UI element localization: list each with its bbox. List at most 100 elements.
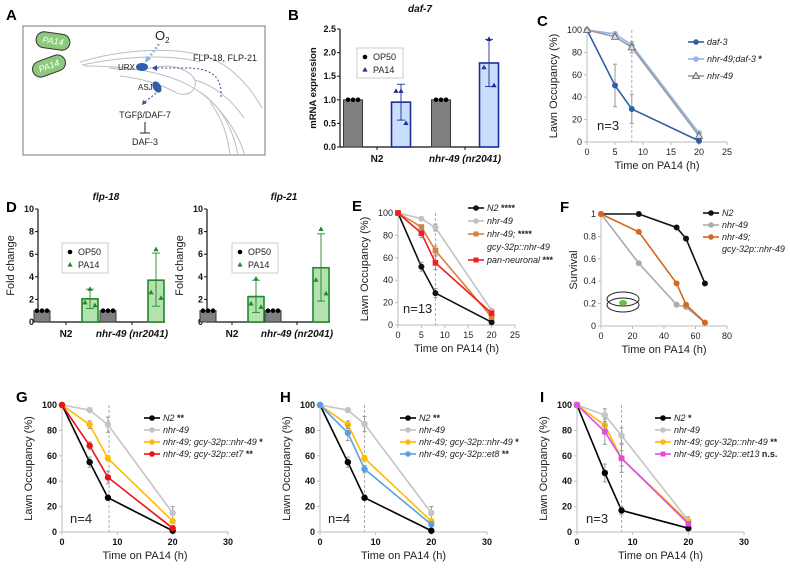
legend-label: nhr-49; gcy-32p::et7 **	[163, 449, 253, 459]
x-axis-label: Time on PA14 (h)	[615, 160, 700, 172]
legend-marker	[237, 262, 243, 267]
y-tick-label: 60	[305, 451, 315, 461]
bacterial-lawn-icon	[619, 300, 627, 306]
oxygen-arrowhead	[145, 56, 151, 63]
legend-label: nhr-49; ****	[487, 229, 532, 239]
data-point	[433, 97, 439, 103]
urx-neuron	[136, 63, 148, 71]
y-tick-label: 80	[383, 230, 393, 240]
data-point	[395, 210, 401, 216]
y-tick-label: 0	[577, 137, 582, 147]
legend-marker	[708, 210, 714, 216]
bar	[431, 99, 451, 148]
panel-label-e: E	[352, 198, 362, 215]
chart-i: 0 20 40 60 80 100 0 10 20 30 Time on PA14 (h) Lawn …	[538, 400, 778, 562]
y-axis-label: Lawn Occupancy (%)	[538, 416, 550, 521]
legend-label: nhr-49	[163, 425, 189, 435]
y-tick-label: 80	[562, 425, 572, 435]
y-tick-label: 2	[29, 294, 34, 304]
x-tick-label: 30	[739, 537, 749, 547]
x-tick-label: 20	[168, 537, 178, 547]
oxygen-arrow	[146, 43, 161, 60]
data-point	[612, 82, 618, 89]
data-point	[428, 527, 435, 534]
y-tick-label: 40	[562, 476, 572, 486]
y-tick-label: 60	[562, 451, 572, 461]
x-axis-label: Time on PA14 (h)	[414, 343, 499, 355]
n-annotation: n=13	[403, 301, 432, 316]
legend-label: N2 **	[163, 413, 185, 423]
y-axis-label: Fold change	[174, 235, 186, 296]
x-tick-label: 80	[722, 331, 732, 341]
x-tick-label: 5	[419, 330, 424, 340]
x-tick-label: 10	[638, 147, 648, 157]
series-line	[576, 404, 689, 522]
data-point	[200, 308, 206, 314]
data-point	[86, 421, 93, 428]
data-point	[418, 230, 425, 236]
data-point	[39, 308, 45, 314]
legend-marker	[660, 439, 666, 445]
legend-label: nhr-49;daf-3 *	[707, 54, 762, 64]
y-tick-label: 0	[388, 320, 393, 330]
y-tick-label: 100	[300, 400, 315, 410]
legend-label: nhr-49	[674, 425, 700, 435]
legend-label: OP50	[248, 247, 271, 257]
y-tick-label: 80	[572, 47, 582, 57]
data-point	[701, 319, 708, 326]
y-tick-label: 20	[562, 502, 572, 512]
x-tick-label: N2	[371, 154, 384, 165]
panel-label-a: A	[6, 7, 17, 24]
data-point	[344, 421, 352, 428]
y-tick-label: 100	[557, 400, 572, 410]
series-line	[397, 212, 493, 314]
data-point	[158, 295, 164, 300]
data-point	[602, 428, 608, 435]
legend-marker	[405, 439, 411, 445]
y-tick-label: 10	[193, 204, 203, 214]
y-tick-label: 40	[305, 476, 315, 486]
chart-e: 0 20 40 60 80 100 0 5 10 15 20 25 Time on PA14 (h) La…	[359, 203, 554, 355]
x-tick-label: nhr-49 (nr2041)	[96, 329, 169, 340]
x-tick-label: 0	[59, 537, 64, 547]
bacterium-pa14-1: PA14	[35, 31, 71, 51]
daf-3-label: DAF-3	[132, 137, 158, 147]
series-line	[319, 404, 432, 522]
data-point	[635, 260, 642, 267]
legend-label: pan-neuronal ***	[486, 255, 554, 265]
neuropeptide-arrowhead	[152, 65, 157, 71]
legend-label: nhr-49; gcy-32p::nhr-49 *	[163, 437, 263, 447]
chart-title: flp-18	[93, 192, 120, 203]
y-tick-label: 40	[383, 275, 393, 285]
y-tick-label: 20	[383, 298, 393, 308]
series-line	[397, 212, 493, 311]
data-point	[100, 308, 106, 314]
data-point	[443, 97, 449, 103]
y-tick-label: 0.0	[323, 142, 336, 152]
x-tick-label: 25	[722, 147, 732, 157]
y-tick-label: 0	[52, 527, 57, 537]
data-point	[673, 224, 680, 231]
data-point	[635, 228, 642, 235]
bacterium-pa14-2: PA14	[32, 54, 66, 78]
x-tick-label: 0	[584, 147, 589, 157]
data-point	[610, 32, 620, 40]
data-point	[627, 43, 636, 51]
data-point	[673, 280, 680, 287]
legend-marker	[149, 451, 155, 457]
x-axis-label: Time on PA14 (h)	[361, 550, 446, 562]
x-tick-label: nhr-49 (nr2041)	[429, 154, 502, 165]
data-point	[316, 401, 324, 409]
legend-marker	[691, 71, 701, 79]
data-point	[601, 411, 609, 419]
x-tick-label: 10	[112, 537, 122, 547]
data-point	[318, 226, 324, 231]
data-point	[574, 402, 580, 408]
chart-f: 0 0.2 0.4 0.6 0.8 1 0 20 40 60 80 Time on PA14 (h) S…	[568, 208, 785, 356]
data-point	[428, 509, 435, 517]
y-axis-label: mRNA expression	[308, 47, 319, 129]
panel-label-f: F	[560, 199, 569, 216]
data-point	[418, 263, 425, 270]
